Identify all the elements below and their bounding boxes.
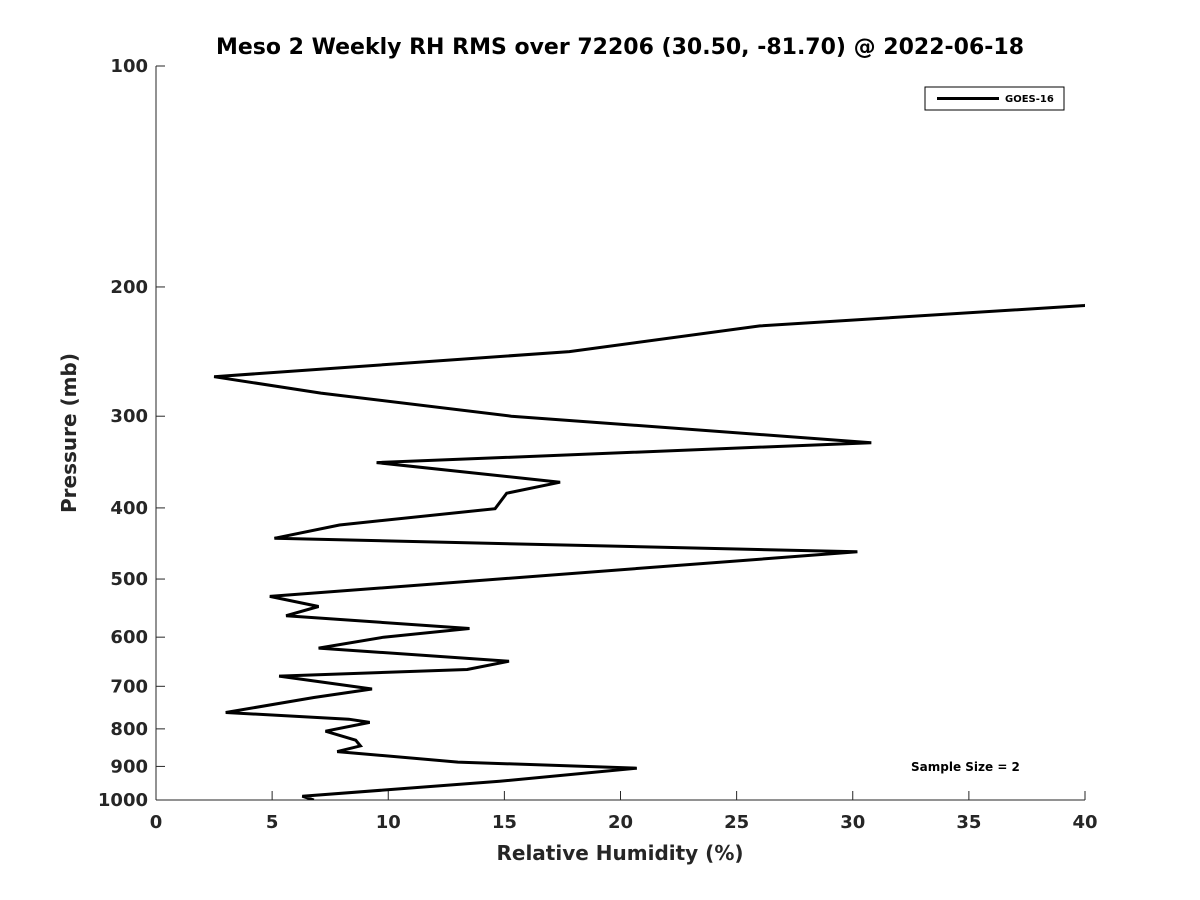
x-tick-label: 0 bbox=[150, 812, 163, 833]
y-tick-label: 800 bbox=[110, 719, 148, 740]
x-tick-label: 25 bbox=[724, 812, 749, 833]
y-tick-label: 900 bbox=[110, 756, 148, 777]
y-tick-label: 500 bbox=[110, 569, 148, 590]
x-tick-label: 15 bbox=[492, 812, 517, 833]
x-tick-label: 40 bbox=[1072, 812, 1097, 833]
y-tick-label: 700 bbox=[110, 676, 148, 697]
x-tick-label: 5 bbox=[266, 812, 279, 833]
x-axis-label: Relative Humidity (%) bbox=[496, 841, 743, 865]
series-layer bbox=[213, 303, 1085, 800]
y-tick-label: 600 bbox=[110, 627, 148, 648]
y-ticks: 100 200 300 400 500 600 700 800 900 1000 bbox=[98, 56, 165, 811]
plot-frame bbox=[156, 66, 1085, 800]
y-tick-label: 200 bbox=[110, 277, 148, 298]
x-ticks: 0 5 10 15 20 25 30 35 40 bbox=[150, 791, 1098, 833]
plot-area bbox=[155, 66, 1085, 801]
chart-title: Meso 2 Weekly RH RMS over 72206 (30.50, … bbox=[216, 35, 1024, 60]
y-axis-label: Pressure (mb) bbox=[57, 353, 81, 513]
y-tick-label: 400 bbox=[110, 498, 148, 519]
x-tick-label: 35 bbox=[956, 812, 981, 833]
y-tick-label: 300 bbox=[110, 406, 148, 427]
series-line-goes-16 bbox=[213, 303, 1085, 800]
x-tick-label: 30 bbox=[840, 812, 865, 833]
legend-label-goes-16: GOES-16 bbox=[1005, 94, 1054, 105]
sample-size-annotation: Sample Size = 2 bbox=[911, 760, 1020, 774]
x-tick-label: 20 bbox=[608, 812, 633, 833]
y-tick-label: 100 bbox=[110, 56, 148, 77]
x-tick-label: 10 bbox=[376, 812, 401, 833]
y-tick-label: 1000 bbox=[98, 790, 148, 811]
legend: GOES-16 bbox=[924, 86, 1065, 111]
